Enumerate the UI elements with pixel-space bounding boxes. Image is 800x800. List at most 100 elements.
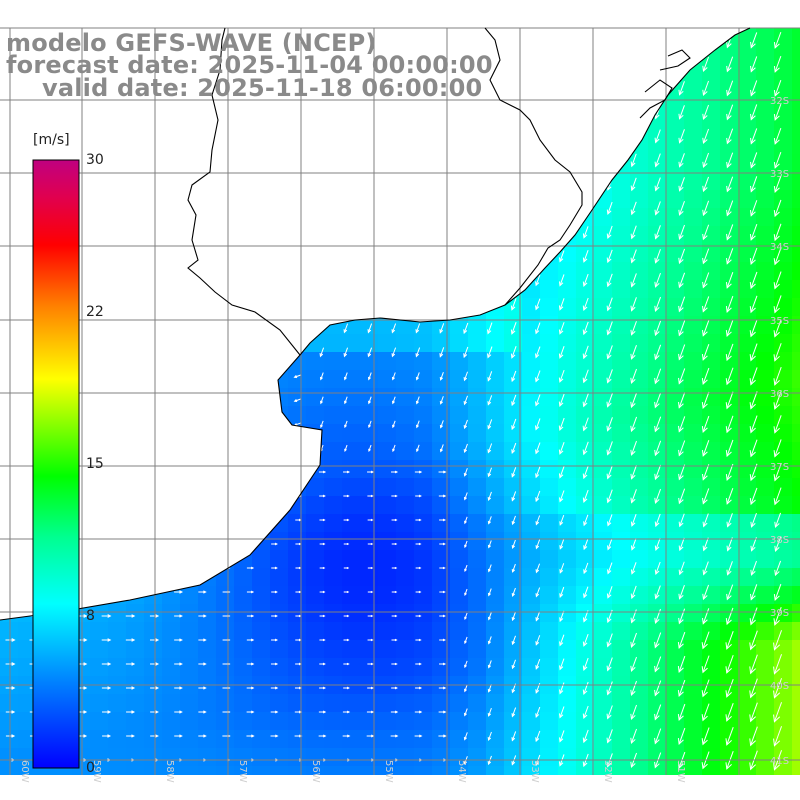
- wind-arrow: [630, 153, 637, 168]
- longitude-label: 60W: [19, 760, 30, 783]
- wind-cell: [630, 334, 649, 353]
- wind-cell: [630, 244, 649, 263]
- wind-arrow: [366, 734, 375, 738]
- wind-arrow: [438, 470, 447, 474]
- wind-arrow: [246, 734, 255, 738]
- wind-cell: [756, 514, 775, 533]
- wind-cell: [522, 694, 541, 713]
- wind-cell: [558, 532, 577, 551]
- wind-cell: [342, 712, 361, 731]
- wind-cell: [216, 748, 235, 767]
- wind-arrow: [559, 634, 565, 647]
- wind-cell: [576, 388, 595, 407]
- wind-cell: [162, 622, 181, 641]
- wind-arrow: [606, 345, 613, 360]
- wind-cell: [774, 478, 793, 497]
- wind-cell: [378, 442, 397, 461]
- wind-cell: [774, 262, 793, 281]
- wind-arrow: [725, 367, 734, 386]
- wind-cell: [324, 352, 343, 371]
- wind-cell: [486, 316, 505, 335]
- wind-arrow: [702, 224, 710, 241]
- wind-arrow: [535, 563, 541, 574]
- wind-cell: [738, 748, 757, 767]
- wind-cell: [306, 658, 325, 677]
- wind-arrow: [654, 344, 662, 361]
- wind-arrow: [463, 395, 468, 406]
- wind-arrow: [701, 415, 710, 433]
- wind-cell: [738, 586, 757, 605]
- wind-arrow: [368, 444, 372, 452]
- wind-cell: [576, 622, 595, 641]
- wind-arrow: [701, 727, 710, 746]
- wind-arrow: [630, 201, 637, 216]
- wind-cell: [648, 244, 667, 263]
- wind-arrow: [558, 442, 565, 455]
- wind-arrow: [773, 295, 782, 314]
- wind-arrow: [415, 396, 420, 405]
- wind-cell: [468, 460, 487, 479]
- wind-cell: [540, 622, 559, 641]
- wind-arrow: [654, 153, 661, 168]
- wind-cell: [108, 748, 127, 767]
- wind-cell: [594, 550, 613, 569]
- wind-cell: [612, 208, 631, 227]
- wind-arrow: [606, 369, 613, 384]
- wind-arrow: [678, 177, 685, 192]
- wind-arrow: [391, 396, 396, 405]
- wind-cell: [594, 622, 613, 641]
- wind-arrow: [749, 200, 758, 217]
- wind-cell: [522, 352, 541, 371]
- wind-cell: [702, 766, 721, 775]
- wind-cell: [324, 640, 343, 659]
- wind-cell: [396, 694, 415, 713]
- wind-cell: [720, 280, 739, 299]
- wind-cell: [234, 730, 253, 749]
- wind-arrow: [368, 420, 372, 429]
- wind-cell: [36, 766, 55, 775]
- wind-cell: [450, 604, 469, 623]
- wind-cell: [684, 100, 703, 119]
- wind-cell: [666, 154, 685, 173]
- wind-arrow: [774, 560, 782, 577]
- wind-cell: [414, 712, 433, 731]
- wind-arrow: [150, 686, 160, 690]
- wind-cell: [324, 586, 343, 605]
- wind-arrow: [149, 614, 160, 618]
- wind-cell: [414, 640, 433, 659]
- wind-cell: [612, 226, 631, 245]
- wind-arrow: [463, 732, 468, 741]
- wind-cell: [720, 568, 739, 587]
- wind-cell: [450, 730, 469, 749]
- wind-arrow: [125, 662, 136, 666]
- wind-cell: [432, 550, 451, 569]
- wind-cell: [648, 406, 667, 425]
- wind-cell: [684, 262, 703, 281]
- wind-arrow: [535, 346, 541, 359]
- wind-cell: [0, 712, 19, 731]
- wind-cell: [648, 604, 667, 623]
- wind-cell: [756, 550, 775, 569]
- wind-cell: [306, 640, 325, 659]
- wind-cell: [198, 658, 217, 677]
- wind-cell: [144, 712, 163, 731]
- wind-cell: [720, 532, 739, 551]
- wind-arrow: [607, 562, 613, 575]
- wind-arrow: [750, 537, 757, 552]
- colorbar-tick-30: 30: [86, 152, 104, 168]
- wind-cell: [378, 604, 397, 623]
- wind-cell: [594, 442, 613, 461]
- wind-cell: [198, 712, 217, 731]
- wind-cell: [594, 766, 613, 775]
- wind-arrow: [654, 632, 662, 649]
- wind-arrow: [701, 703, 710, 722]
- wind-cell: [342, 568, 361, 587]
- colorbar-tick-15: 15: [86, 456, 104, 472]
- wind-cell: [522, 406, 541, 425]
- wind-arrow: [678, 129, 685, 144]
- wind-cell: [396, 658, 415, 677]
- wind-arrow: [270, 710, 279, 714]
- wind-arrow: [535, 322, 541, 335]
- wind-cell: [684, 154, 703, 173]
- colorbar-tick-0: 0: [86, 760, 95, 776]
